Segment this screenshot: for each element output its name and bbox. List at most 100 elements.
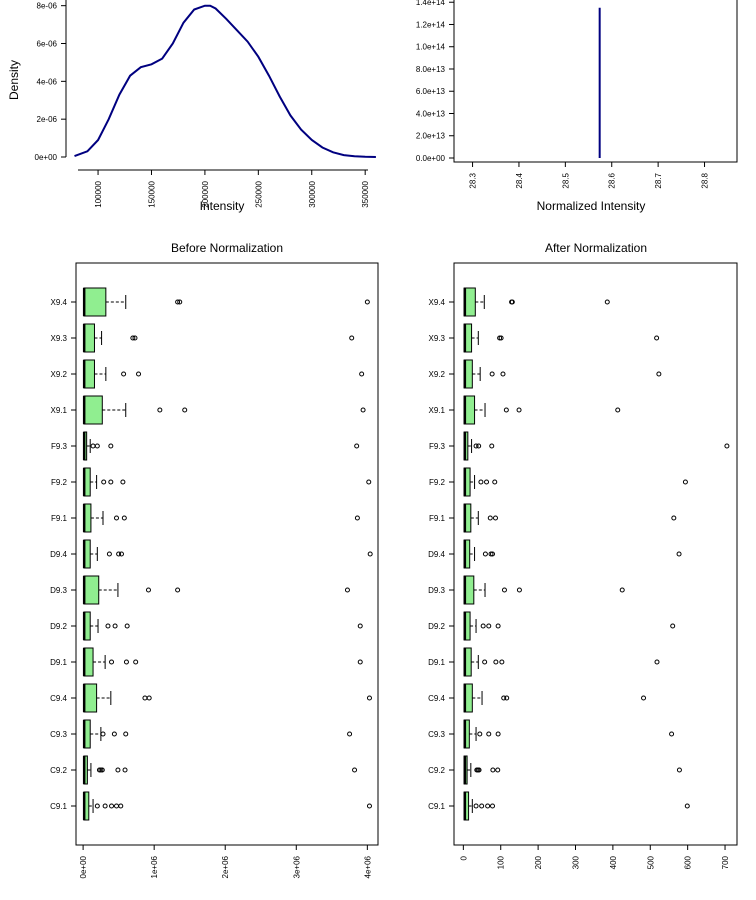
outlier-point	[354, 515, 360, 521]
y-tick-label: C9.2	[50, 766, 67, 775]
outlier-point	[347, 731, 353, 737]
chart-title: After Normalization	[545, 241, 647, 255]
outlier-point	[109, 659, 115, 665]
outlier-point	[344, 587, 350, 593]
outlier-point	[493, 659, 499, 665]
outlier-point	[490, 767, 496, 773]
outlier-point	[724, 443, 730, 449]
y-axis-label: Density	[7, 60, 21, 100]
outlier-point	[484, 479, 490, 485]
outlier-point	[654, 335, 660, 341]
outlier-point	[476, 443, 482, 449]
outlier-point	[124, 623, 130, 629]
x-tick-label: 3e+06	[292, 855, 301, 878]
outlier-point	[485, 803, 491, 809]
outlier-point	[116, 551, 122, 557]
outlier-point	[503, 407, 509, 413]
x-tick-label: 28.7	[654, 172, 663, 188]
x-tick-label: 28.5	[561, 172, 570, 188]
y-tick-label: D9.1	[428, 658, 445, 667]
box-group: F9.1	[51, 503, 360, 533]
x-tick-label: 300000	[308, 180, 317, 207]
outlier-point	[108, 479, 114, 485]
y-tick-label: D9.4	[50, 550, 67, 559]
y-tick-label: X9.3	[51, 334, 68, 343]
outlier-point	[492, 479, 498, 485]
box-group: C9.1	[50, 791, 372, 821]
outlier-point	[106, 551, 112, 557]
x-tick-label: 0	[459, 855, 468, 860]
y-tick-label: 6.0e+13	[416, 87, 446, 96]
outlier-point	[146, 695, 152, 701]
box-group: C9.1	[428, 791, 690, 821]
outlier-point	[500, 371, 506, 377]
outlier-point	[498, 335, 504, 341]
y-tick-label: F9.2	[51, 478, 68, 487]
box	[83, 683, 98, 713]
box-group: F9.3	[429, 431, 730, 461]
outlier-point	[490, 803, 496, 809]
box-group: X9.1	[51, 395, 366, 425]
x-tick-label: 500	[646, 855, 655, 869]
y-tick-label: D9.1	[50, 658, 67, 667]
outlier-point	[357, 659, 363, 665]
outlier-point	[366, 695, 372, 701]
x-tick-label: 700	[721, 855, 730, 869]
outlier-point	[133, 659, 139, 665]
outlier-point	[175, 299, 181, 305]
outlier-point	[516, 587, 522, 593]
y-tick-label: 0e+00	[35, 153, 58, 162]
outlier-point	[478, 479, 484, 485]
y-tick-label: 4.0e+13	[416, 109, 446, 118]
outlier-point	[360, 407, 366, 413]
outlier-point	[354, 443, 360, 449]
outlier-point	[157, 407, 163, 413]
outlier-point	[501, 587, 507, 593]
x-tick-label: 300	[571, 855, 580, 869]
outlier-point	[111, 731, 117, 737]
outlier-point	[102, 803, 108, 809]
outlier-point	[641, 695, 647, 701]
outlier-point	[676, 551, 682, 557]
outlier-point	[349, 335, 355, 341]
outlier-point	[479, 803, 485, 809]
box-group: C9.4	[428, 683, 647, 713]
y-tick-label: D9.4	[428, 550, 445, 559]
y-tick-label: 2.0e+13	[416, 132, 446, 141]
outlier-point	[115, 767, 121, 773]
outlier-point	[114, 803, 120, 809]
outlier-point	[482, 551, 488, 557]
outlier-point	[684, 803, 690, 809]
box	[83, 287, 107, 317]
outlier-point	[490, 551, 496, 557]
box-group: X9.2	[429, 359, 662, 389]
outlier-point	[495, 767, 501, 773]
y-tick-label: C9.1	[428, 802, 445, 811]
outlier-point	[682, 479, 688, 485]
outlier-point	[101, 479, 107, 485]
outlier-point	[495, 731, 501, 737]
outlier-point	[118, 803, 124, 809]
box-group: D9.4	[50, 539, 373, 569]
outlier-point	[145, 587, 151, 593]
outlier-point	[120, 479, 126, 485]
box-group: D9.3	[428, 575, 625, 605]
outlier-point	[495, 623, 501, 629]
y-tick-label: X9.3	[429, 334, 446, 343]
outlier-point	[352, 767, 358, 773]
outlier-point	[109, 803, 115, 809]
y-tick-label: 0.0e+00	[416, 154, 446, 163]
y-tick-label: X9.1	[429, 406, 446, 415]
outlier-point	[492, 515, 498, 521]
density-plot-raw: 0e+00 2e-06 4e-06 6e-06 8e-06 100000 150000 20…	[7, 0, 376, 213]
outlier-point	[122, 767, 128, 773]
outlier-point	[359, 371, 365, 377]
outlier-point	[516, 407, 522, 413]
y-tick-label: X9.2	[51, 370, 68, 379]
outlier-point	[671, 515, 677, 521]
outlier-point	[108, 443, 114, 449]
x-tick-label: 1e+06	[150, 855, 159, 878]
outlier-point	[94, 803, 100, 809]
x-tick-label: 0e+00	[79, 855, 88, 878]
y-tick-label: 4e-06	[37, 77, 58, 86]
